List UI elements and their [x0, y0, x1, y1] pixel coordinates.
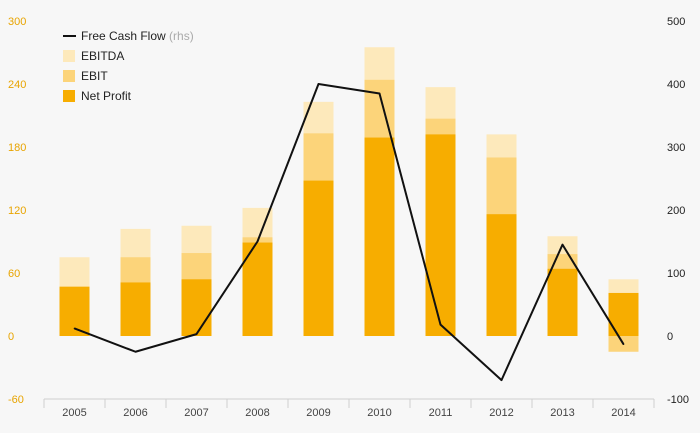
x-axis-tick-label: 2014 — [611, 407, 635, 419]
free-cash-flow-point — [134, 350, 137, 353]
net-profit-bar — [547, 268, 578, 336]
legend-label-rhs-note: (rhs) — [169, 29, 194, 43]
left-axis-tick-label: 240 — [8, 79, 26, 91]
legend-label-ebit: EBIT — [81, 69, 108, 83]
net-profit-bar — [181, 279, 212, 336]
free-cash-flow-point — [500, 379, 503, 381]
net-profit-bar — [486, 214, 517, 336]
x-axis-tick-label: 2011 — [429, 407, 453, 419]
x-axis-tick-label: 2008 — [245, 407, 269, 419]
net-profit-bar — [425, 134, 456, 336]
left-axis-tick-label: 300 — [8, 16, 26, 28]
legend-swatch-ebitda — [63, 50, 75, 62]
x-axis-tick-label: 2006 — [123, 407, 147, 419]
left-axis-tick-label: 0 — [8, 331, 14, 343]
right-axis-tick-label: 100 — [667, 268, 685, 280]
left-axis-tick-label: 60 — [8, 268, 20, 280]
x-axis-tick-label: 2007 — [184, 407, 208, 419]
x-axis-tick-label: 2013 — [550, 407, 574, 419]
net-profit-bar — [120, 282, 151, 336]
free-cash-flow-point — [439, 323, 442, 326]
free-cash-flow-point — [378, 92, 381, 95]
net-profit-bar — [364, 137, 395, 336]
left-axis-tick-label: 120 — [8, 205, 26, 217]
right-axis-tick-label: 0 — [667, 331, 673, 343]
free-cash-flow-point — [73, 327, 76, 330]
free-cash-flow-point — [561, 243, 564, 246]
net-profit-bar — [303, 180, 334, 336]
free-cash-flow-point — [195, 333, 198, 335]
legend-swatch-ebit — [63, 70, 75, 82]
free-cash-flow-point — [256, 240, 259, 243]
x-axis-tick-label: 2012 — [489, 407, 513, 419]
free-cash-flow-point — [317, 83, 320, 85]
net-profit-bar — [608, 292, 639, 336]
right-axis-tick-label: 500 — [667, 16, 685, 28]
x-axis-tick-label: 2005 — [62, 407, 86, 419]
right-axis-tick-label: 200 — [667, 205, 685, 217]
free-cash-flow-point — [622, 343, 625, 345]
right-axis-tick-label: 300 — [667, 142, 685, 154]
x-axis-tick-label: 2010 — [367, 407, 391, 419]
legend-label-ebitda: EBITDA — [81, 49, 124, 63]
legend-label-free-cash-flow: Free Cash Flow (rhs) — [81, 29, 194, 43]
left-axis-tick-label: 180 — [8, 142, 26, 154]
x-axis-tick-label: 2009 — [306, 407, 330, 419]
legend-label-net-profit: Net Profit — [81, 89, 132, 103]
legend-swatch-net-profit — [63, 90, 75, 102]
free-cash-flow-line — [74, 83, 625, 382]
left-axis-tick-label: -60 — [8, 394, 24, 406]
right-axis-tick-label: 400 — [667, 79, 685, 91]
right-axis-tick-label: -100 — [667, 394, 689, 406]
